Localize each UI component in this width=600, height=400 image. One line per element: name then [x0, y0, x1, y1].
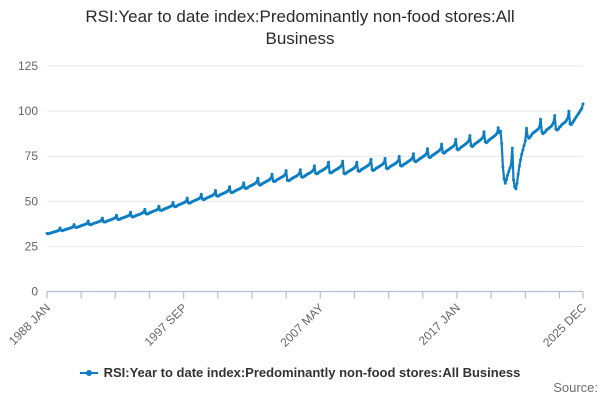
series-markers: [45, 102, 585, 236]
legend-label: RSI:Year to date index:Predominantly non…: [103, 365, 521, 380]
y-axis-label: 0: [31, 285, 38, 299]
x-axis-labels: 1988 JAN 1997 SEP 2007 MAY 2017 JAN 2025 DEC: [6, 300, 589, 349]
x-axis-label: 1988 JAN: [6, 301, 53, 348]
y-axis-label: 50: [25, 194, 39, 208]
x-axis-label: 2007 MAY: [278, 301, 327, 350]
chart-title: RSI:Year to date index:Predominantly non…: [0, 6, 600, 50]
y-axis-label: 125: [18, 59, 38, 73]
chart-title-line1: RSI:Year to date index:Predominantly non…: [85, 7, 515, 26]
y-axis-label: 25: [25, 239, 39, 253]
source-label: Source:: [553, 380, 598, 395]
y-axis-label: 100: [18, 104, 38, 118]
x-axis-label: 1997 SEP: [142, 301, 190, 349]
y-axis-label: 75: [25, 149, 39, 163]
x-axis-label: 2025 DEC: [540, 300, 589, 349]
x-axis: [46, 290, 584, 299]
legend-line-dot-icon: [79, 368, 98, 378]
y-gridlines: [47, 65, 583, 247]
x-axis-label: 2017 JAN: [416, 301, 463, 348]
series-line[interactable]: [45, 102, 585, 235]
y-axis-labels: 0 25 50 75 100 125: [18, 59, 38, 299]
chart-title-line2: Business: [265, 29, 335, 48]
legend[interactable]: RSI:Year to date index:Predominantly non…: [0, 365, 600, 380]
